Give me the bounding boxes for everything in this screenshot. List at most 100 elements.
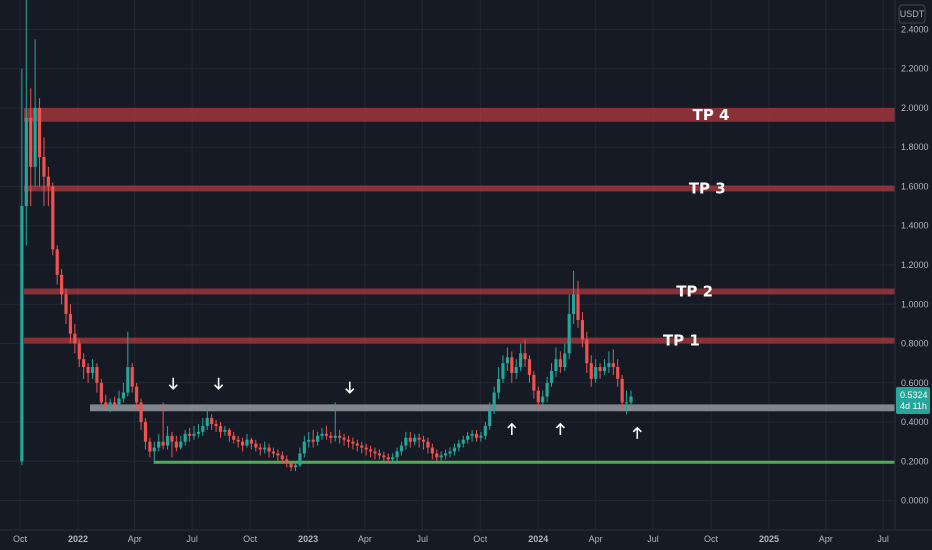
candle-body	[492, 392, 496, 411]
candle-body	[183, 433, 187, 442]
price-axis[interactable]: 2.4000 2.2000 2.0000 1.8000 1.6000 1.4000 1.20…	[894, 0, 929, 530]
candle-body	[139, 402, 143, 423]
y-tick-label: 2.4000	[901, 24, 929, 34]
signal-arrows	[168, 377, 642, 439]
candle-body	[457, 443, 461, 448]
candle-body	[108, 402, 112, 407]
candle-body	[386, 457, 390, 460]
candle-body	[602, 367, 607, 371]
tp-zone	[24, 107, 895, 122]
candle-body	[245, 439, 249, 446]
candle-body	[258, 447, 262, 450]
candle-body	[24, 117, 28, 207]
candle-body	[86, 367, 90, 373]
y-tick-label: 1.4000	[901, 221, 929, 231]
y-tick-label: 1.8000	[901, 142, 929, 152]
tp-zone	[24, 288, 895, 295]
candle-body	[320, 433, 324, 436]
candle-body	[179, 441, 183, 448]
arrow-up-icon	[555, 422, 565, 435]
candle-body	[382, 455, 386, 458]
last-price-bg	[896, 387, 930, 415]
candle-body	[430, 447, 434, 454]
candle-body	[46, 176, 50, 187]
candle-body	[196, 431, 201, 434]
x-tick-label: Jul	[417, 534, 429, 544]
y-tick-label: 0.6000	[901, 378, 929, 388]
last-price-value: 0.5324	[900, 390, 928, 400]
candle-body	[33, 107, 37, 167]
candle-body	[161, 441, 165, 446]
y-tick-label: 1.6000	[901, 181, 929, 191]
candle-body	[104, 402, 108, 407]
chart-grid	[0, 0, 895, 530]
y-tick-label: 0.2000	[901, 456, 929, 466]
candle-body	[148, 441, 152, 452]
x-tick-label: Oct	[243, 534, 258, 544]
candle-body	[594, 367, 598, 379]
x-tick-label: Jul	[186, 534, 198, 544]
candle-body	[205, 418, 209, 426]
candle-body	[452, 447, 457, 452]
candle-body	[174, 441, 178, 448]
candle-body	[338, 435, 342, 438]
candle-body	[342, 437, 346, 440]
x-tick-label: Apr	[358, 534, 372, 544]
candle-body	[589, 363, 593, 379]
tp-label: TP 2	[676, 283, 713, 301]
candle-body	[399, 445, 404, 452]
candle-body	[474, 433, 479, 438]
y-tick-label: 2.0000	[901, 103, 929, 113]
candle-body	[360, 445, 364, 448]
candle-body	[227, 429, 231, 436]
candle-body	[201, 425, 205, 432]
candle-body	[55, 249, 59, 275]
candle-body	[483, 425, 487, 436]
candle-body	[563, 353, 567, 368]
candle-body	[355, 443, 359, 446]
candle-body	[249, 439, 253, 444]
candle-body	[73, 333, 77, 344]
y-tick-label: 2.2000	[901, 64, 929, 74]
tp-zone	[24, 337, 895, 344]
candle-body	[302, 441, 306, 454]
x-tick-label: Apr	[128, 534, 142, 544]
candle-body	[64, 294, 68, 315]
candle-body	[60, 274, 64, 295]
candle-body	[496, 378, 501, 393]
candle-countdown: 4d 11h	[900, 401, 927, 411]
candle-body	[135, 386, 139, 403]
candle-body	[435, 453, 439, 458]
candle-body	[143, 422, 148, 442]
candle-body	[598, 367, 602, 371]
candle-body	[240, 441, 245, 446]
candle-body	[188, 433, 192, 436]
tp-label: TP 3	[689, 179, 726, 197]
candle-body	[510, 357, 514, 373]
y-tick-label: 0.8000	[901, 339, 929, 349]
candle-body	[311, 439, 315, 442]
y-tick-label: 0.0000	[901, 496, 929, 506]
candle-body	[620, 378, 624, 403]
tp-label: TP 4	[693, 106, 730, 124]
arrow-up-icon	[507, 422, 517, 435]
candle-body	[408, 437, 412, 442]
x-tick-label: Apr	[589, 534, 603, 544]
candle-body	[479, 435, 483, 438]
candle-body	[333, 435, 337, 438]
unit-badge[interactable]: USDT	[898, 4, 926, 24]
arrow-head	[168, 384, 178, 390]
target-zones: TP 4 TP 3 TP 2 TP 1	[24, 106, 895, 464]
candle-body	[505, 357, 509, 364]
time-axis[interactable]: Oct 2022 Apr Jul Oct 2023 Apr Jul Oct 2024 Apr Jul O…	[0, 529, 932, 544]
candle-body	[218, 425, 223, 432]
candle-body	[448, 451, 452, 454]
candle-body	[263, 447, 267, 450]
candle-body	[567, 314, 571, 354]
candle-body	[611, 363, 615, 368]
candle-body	[585, 339, 589, 364]
candle-body	[316, 435, 320, 442]
candle-body	[395, 451, 399, 458]
